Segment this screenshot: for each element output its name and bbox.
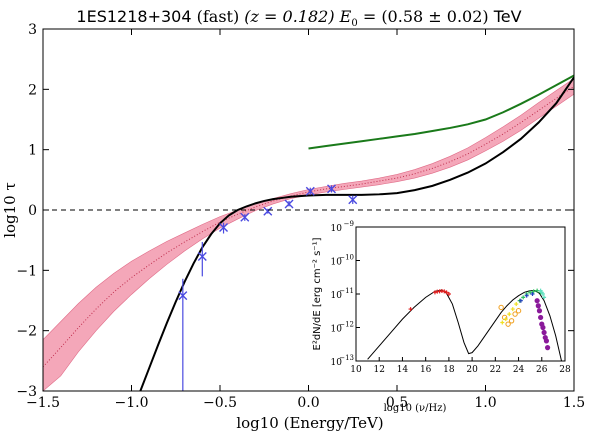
x-tick-label: −1.5 — [26, 395, 60, 411]
dotted-median-line — [43, 85, 574, 368]
inset-plot-area — [367, 288, 563, 361]
y-tick-label: 2 — [28, 82, 37, 98]
inset-x-tick-label: 20 — [466, 365, 478, 375]
sed-point — [442, 289, 447, 294]
y-tick-label: −2 — [16, 324, 37, 340]
sed-point — [432, 290, 437, 295]
x-tick-label: 1.0 — [474, 395, 496, 411]
sed-point — [535, 303, 541, 309]
inset-y-tick-label: 10 — [331, 358, 343, 368]
data-point — [327, 184, 337, 194]
inset-y-tick-label: 10 — [331, 291, 343, 301]
sed-point — [543, 338, 550, 344]
data-point — [178, 291, 188, 301]
sed-point — [446, 292, 451, 296]
x-tick-label: 0.0 — [297, 395, 319, 411]
sed-point — [518, 298, 523, 303]
y-tick-label: 3 — [28, 22, 37, 38]
inset-x-tick-label: 22 — [490, 365, 501, 375]
sed-point — [515, 308, 522, 314]
inset-x-tick-label: 14 — [397, 365, 409, 375]
inset-y-tick-label: 10 — [331, 258, 343, 268]
inset-x-tick-label: 12 — [373, 365, 384, 375]
sed-point — [505, 321, 511, 327]
data-point — [240, 212, 250, 222]
inset-y-axis-label: E²dN/dE [erg cm⁻² s⁻¹] — [312, 237, 323, 350]
chart-title: 1ES1218+304 (fast) (z = 0.182) E0 = (0.5… — [76, 7, 521, 29]
x-tick-label: −0.5 — [203, 395, 237, 411]
sed-point — [524, 293, 529, 298]
sed-point — [528, 290, 533, 295]
sed-point — [512, 311, 518, 317]
y-tick-label: 0 — [28, 203, 37, 219]
y-tick-label: −3 — [16, 384, 37, 400]
inset-x-tick-label: 26 — [536, 365, 548, 375]
sed-point — [408, 307, 413, 312]
inset-y-tick-label: 10 — [331, 224, 343, 234]
plot-area — [43, 74, 574, 391]
x-tick-label: −1.0 — [115, 395, 149, 411]
solid-green-line — [308, 74, 574, 150]
sed-point — [540, 324, 546, 331]
sed-point — [530, 292, 535, 296]
uncertainty-band — [43, 78, 574, 391]
y-axis-label: log10 τ — [1, 182, 19, 238]
inset-y-tick-label: 10 — [331, 325, 343, 335]
sed-point — [540, 292, 545, 296]
inset-y-tick-exponent: −10 — [339, 254, 354, 262]
sed-point — [531, 289, 536, 294]
sed-point — [536, 308, 543, 314]
sed-point — [542, 295, 547, 300]
data-point — [219, 223, 229, 232]
data-point — [284, 199, 294, 209]
inset-y-tick-exponent: −9 — [344, 220, 354, 228]
solid-black-line — [139, 76, 574, 391]
sed-point — [498, 304, 504, 311]
sed-point — [507, 312, 512, 317]
inset-y-tick-exponent: −12 — [339, 321, 354, 329]
sed-point — [534, 298, 540, 304]
y-tick-label: 1 — [28, 143, 37, 159]
inset-x-tick-label: 18 — [443, 365, 455, 375]
data-point — [197, 251, 207, 261]
inset-y-tick-exponent: −11 — [339, 287, 354, 295]
inset-y-tick-exponent: −13 — [339, 354, 354, 362]
sed-point — [541, 329, 547, 336]
x-tick-label: 1.5 — [563, 395, 585, 411]
inset-x-tick-label: 16 — [420, 365, 432, 375]
sed-point — [535, 288, 540, 293]
sed-point — [544, 345, 551, 351]
sed-point — [444, 290, 449, 295]
data-point — [305, 186, 315, 196]
inset-x-tick-label: 10 — [350, 365, 362, 375]
x-axis-label: log10 (Energy/TeV) — [236, 414, 383, 432]
inset-x-axis-label: log10 (ν/Hz) — [384, 403, 447, 414]
inset-x-tick-label: 24 — [513, 365, 525, 375]
data-point — [348, 195, 358, 205]
y-tick-label: −1 — [16, 263, 37, 279]
sed-point — [510, 307, 515, 312]
sed-point — [521, 295, 526, 300]
x-tick-label: 0.5 — [386, 395, 408, 411]
sed-point — [503, 317, 508, 322]
sed-point — [514, 302, 519, 307]
inset-x-tick-label: 28 — [559, 365, 571, 375]
sed-point — [500, 320, 505, 325]
sed-point — [508, 318, 515, 324]
sed-point — [538, 314, 544, 321]
data-point — [263, 206, 273, 216]
